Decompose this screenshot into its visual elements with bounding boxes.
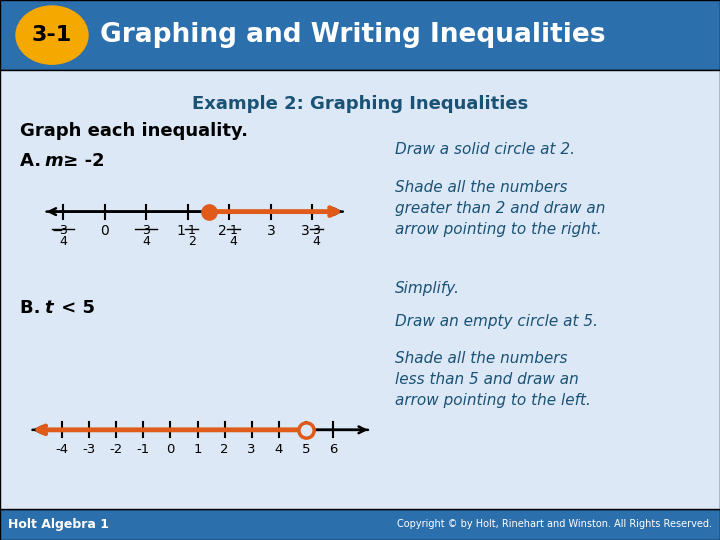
Text: -4: -4 bbox=[55, 443, 69, 456]
Text: 4: 4 bbox=[143, 235, 150, 248]
Text: -3: -3 bbox=[83, 443, 96, 456]
Text: Simplify.: Simplify. bbox=[395, 281, 460, 296]
Text: 1: 1 bbox=[193, 443, 202, 456]
Text: ≥ -2: ≥ -2 bbox=[57, 152, 104, 170]
Text: 6: 6 bbox=[329, 443, 337, 456]
Text: 5: 5 bbox=[302, 443, 310, 456]
Text: < 5: < 5 bbox=[55, 299, 95, 318]
Text: Holt Algebra 1: Holt Algebra 1 bbox=[8, 518, 109, 531]
Text: 3: 3 bbox=[312, 224, 320, 237]
Text: 3: 3 bbox=[59, 224, 67, 237]
FancyBboxPatch shape bbox=[0, 0, 720, 70]
Text: t: t bbox=[44, 299, 53, 318]
Text: 3: 3 bbox=[248, 443, 256, 456]
Text: Graphing and Writing Inequalities: Graphing and Writing Inequalities bbox=[100, 22, 606, 48]
Text: Draw an empty circle at 5.: Draw an empty circle at 5. bbox=[395, 314, 598, 329]
Text: -2: -2 bbox=[109, 443, 123, 456]
Text: 1: 1 bbox=[229, 224, 237, 237]
Text: 0: 0 bbox=[166, 443, 175, 456]
Text: 3: 3 bbox=[266, 224, 275, 238]
Text: 4: 4 bbox=[312, 235, 320, 248]
Text: 3: 3 bbox=[143, 224, 150, 237]
Text: 4: 4 bbox=[229, 235, 237, 248]
Text: 4: 4 bbox=[59, 235, 67, 248]
FancyBboxPatch shape bbox=[0, 70, 720, 509]
Text: 3-1: 3-1 bbox=[32, 25, 72, 45]
Ellipse shape bbox=[16, 6, 88, 64]
Text: B.: B. bbox=[20, 299, 47, 318]
Text: 0: 0 bbox=[100, 224, 109, 238]
Text: 3: 3 bbox=[302, 224, 310, 238]
Text: 2: 2 bbox=[188, 235, 196, 248]
Text: 2: 2 bbox=[218, 224, 227, 238]
Text: Graph each inequality.: Graph each inequality. bbox=[20, 122, 248, 140]
Text: Draw a solid circle at 2.: Draw a solid circle at 2. bbox=[395, 142, 575, 157]
Text: 4: 4 bbox=[274, 443, 283, 456]
Text: 1: 1 bbox=[188, 224, 196, 237]
Text: A.: A. bbox=[20, 152, 48, 170]
Text: Copyright © by Holt, Rinehart and Winston. All Rights Reserved.: Copyright © by Holt, Rinehart and Winsto… bbox=[397, 519, 712, 529]
Text: -1: -1 bbox=[137, 443, 150, 456]
Text: −: − bbox=[52, 224, 63, 238]
Text: m: m bbox=[44, 152, 63, 170]
Text: 1: 1 bbox=[176, 224, 186, 238]
Text: Example 2: Graphing Inequalities: Example 2: Graphing Inequalities bbox=[192, 95, 528, 113]
Text: Shade all the numbers
greater than 2 and draw an
arrow pointing to the right.: Shade all the numbers greater than 2 and… bbox=[395, 180, 606, 237]
FancyBboxPatch shape bbox=[0, 509, 720, 540]
Text: 2: 2 bbox=[220, 443, 229, 456]
Text: Shade all the numbers
less than 5 and draw an
arrow pointing to the left.: Shade all the numbers less than 5 and dr… bbox=[395, 351, 591, 408]
